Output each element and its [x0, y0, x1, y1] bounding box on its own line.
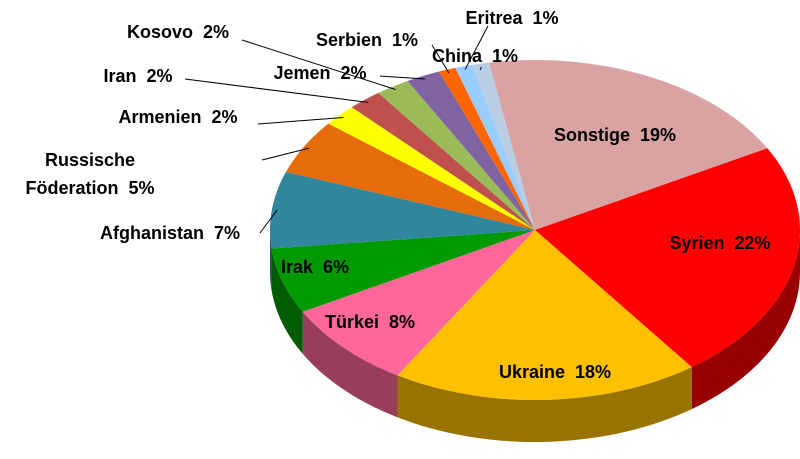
category-label: Afghanistan — [99, 223, 204, 243]
category-label: Ukraine — [498, 362, 565, 382]
pie-slice — [455, 64, 535, 230]
pie-slice — [488, 60, 768, 231]
value-label: 1% — [532, 8, 559, 28]
value-label: 2% — [211, 107, 238, 127]
leader-line — [241, 39, 396, 90]
category-label: Irak — [280, 257, 313, 277]
pie-side — [302, 311, 398, 418]
pie-side — [691, 230, 800, 410]
leader-line — [431, 44, 450, 74]
value-label: 5% — [128, 178, 155, 198]
pie-slice — [328, 107, 535, 230]
category-label: Iran — [103, 66, 137, 86]
leader-line — [184, 78, 369, 103]
leader-line — [464, 25, 489, 70]
data-label: Afghanistan 7% — [100, 219, 240, 247]
value-label: 1% — [392, 30, 419, 50]
data-label: Eritrea 1% — [465, 4, 558, 32]
pie-side — [270, 230, 272, 291]
pie-slice — [438, 67, 535, 230]
category-label: Russische Föderation — [25, 150, 136, 198]
value-label: 19% — [640, 125, 677, 145]
value-label: 1% — [492, 46, 519, 66]
pie-slice — [472, 62, 535, 230]
value-label: 18% — [575, 362, 612, 382]
data-label: Kosovo 2% — [127, 18, 229, 46]
data-label: Sonstige 19% — [554, 121, 676, 149]
pie-slice — [407, 71, 535, 231]
pie-slice — [397, 230, 692, 400]
category-label: Eritrea — [465, 8, 523, 28]
leader-line — [261, 147, 309, 161]
data-label: China 1% — [432, 42, 518, 70]
value-label: 2% — [340, 63, 367, 83]
data-label: Türkei 8% — [325, 308, 415, 336]
pie-side — [397, 367, 692, 442]
pie-slice — [351, 92, 535, 230]
pie-slice — [270, 171, 535, 249]
leader-line — [479, 66, 483, 71]
value-label: 6% — [323, 257, 350, 277]
data-label: Russische Föderation 5% — [5, 146, 175, 202]
category-label: Serbien — [315, 30, 382, 50]
pie-slice — [535, 148, 800, 368]
category-label: Sonstige — [553, 125, 630, 145]
category-label: Türkei — [324, 312, 379, 332]
pie-side — [271, 248, 303, 354]
data-label: Irak 6% — [281, 253, 349, 281]
value-label: 22% — [734, 233, 771, 253]
value-label: 2% — [203, 22, 230, 42]
data-label: Serbien 1% — [316, 26, 418, 54]
leader-line — [257, 116, 344, 125]
value-label: 7% — [214, 223, 241, 243]
pie-slice — [271, 230, 535, 312]
pie-slice — [285, 123, 535, 230]
data-label: Jemen 2% — [273, 59, 366, 87]
pie-slice — [378, 80, 535, 230]
category-label: Kosovo — [126, 22, 193, 42]
category-label: China — [431, 46, 482, 66]
data-label: Iran 2% — [103, 62, 172, 90]
category-label: Jemen — [273, 63, 331, 83]
pie-slice — [302, 230, 535, 376]
leader-line — [259, 209, 278, 234]
leader-line — [379, 75, 426, 80]
category-label: Armenien — [118, 107, 202, 127]
value-label: 8% — [389, 312, 416, 332]
value-label: 2% — [146, 66, 173, 86]
data-label: Armenien 2% — [118, 103, 237, 131]
data-label: Ukraine 18% — [499, 358, 611, 386]
category-label: Syrien — [669, 233, 725, 253]
data-label: Syrien 22% — [669, 229, 770, 257]
